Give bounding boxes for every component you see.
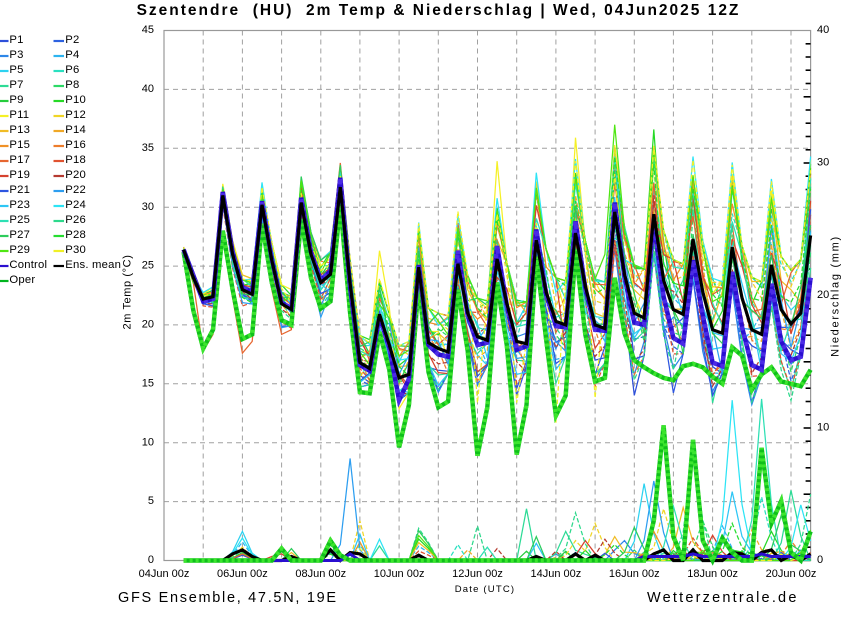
svg-text:45: 45 xyxy=(142,24,154,36)
svg-text:P28: P28 xyxy=(65,229,86,241)
svg-text:P12: P12 xyxy=(65,109,86,121)
svg-text:GFS Ensemble, 47.5N, 19E: GFS Ensemble, 47.5N, 19E xyxy=(118,590,338,606)
svg-text:P20: P20 xyxy=(65,169,86,181)
svg-text:P11: P11 xyxy=(9,109,29,121)
svg-text:35: 35 xyxy=(142,142,154,154)
svg-text:06Jun 00z: 06Jun 00z xyxy=(217,568,268,580)
svg-text:Oper: Oper xyxy=(9,274,35,286)
svg-text:16Jun 00z: 16Jun 00z xyxy=(609,568,660,580)
svg-text:18Jun 00z: 18Jun 00z xyxy=(687,568,738,580)
svg-text:P15: P15 xyxy=(9,139,30,151)
svg-text:P22: P22 xyxy=(65,184,86,196)
svg-text:20: 20 xyxy=(817,289,829,301)
svg-text:40: 40 xyxy=(817,24,829,36)
svg-text:P2: P2 xyxy=(65,34,79,46)
svg-text:P27: P27 xyxy=(9,229,30,241)
svg-text:P30: P30 xyxy=(65,244,86,256)
svg-text:P5: P5 xyxy=(9,64,23,76)
svg-text:P13: P13 xyxy=(9,124,30,136)
svg-text:P8: P8 xyxy=(65,79,79,91)
svg-text:15: 15 xyxy=(142,377,154,389)
svg-text:12Jun 00z: 12Jun 00z xyxy=(452,568,503,580)
svg-text:10Jun 00z: 10Jun 00z xyxy=(374,568,425,580)
svg-text:P29: P29 xyxy=(9,244,30,256)
svg-text:P14: P14 xyxy=(65,124,86,136)
svg-text:04Jun 00z: 04Jun 00z xyxy=(139,568,190,580)
svg-text:0: 0 xyxy=(148,554,154,566)
svg-text:0: 0 xyxy=(817,554,823,566)
svg-text:10: 10 xyxy=(142,436,154,448)
svg-text:P17: P17 xyxy=(9,154,30,166)
svg-text:25: 25 xyxy=(142,260,154,272)
svg-text:Control: Control xyxy=(9,259,47,271)
svg-text:5: 5 xyxy=(148,495,154,507)
svg-text:P23: P23 xyxy=(9,199,30,211)
svg-text:P26: P26 xyxy=(65,214,86,226)
svg-text:08Jun 00z: 08Jun 00z xyxy=(295,568,346,580)
svg-text:Date (UTC): Date (UTC) xyxy=(455,584,516,595)
svg-text:20Jun 00z: 20Jun 00z xyxy=(766,568,817,580)
svg-text:30: 30 xyxy=(817,157,829,169)
svg-text:P19: P19 xyxy=(9,169,30,181)
svg-text:P10: P10 xyxy=(65,94,86,106)
svg-text:20: 20 xyxy=(142,319,154,331)
svg-text:P1: P1 xyxy=(9,34,23,46)
svg-text:P9: P9 xyxy=(9,94,23,106)
svg-text:10: 10 xyxy=(817,422,829,434)
svg-text:P7: P7 xyxy=(9,79,23,91)
svg-text:P6: P6 xyxy=(65,64,79,76)
svg-text:P18: P18 xyxy=(65,154,86,166)
svg-text:P21: P21 xyxy=(9,184,30,196)
svg-text:Szentendre (HU) 2m Temp & Ni: Szentendre (HU) 2m Temp & Niederschlag |… xyxy=(137,2,741,19)
svg-text:Ens. mean: Ens. mean xyxy=(65,259,121,271)
svg-text:P24: P24 xyxy=(65,199,86,211)
svg-text:P4: P4 xyxy=(65,49,79,61)
svg-text:30: 30 xyxy=(142,201,154,213)
svg-text:Niederschlag (mm): Niederschlag (mm) xyxy=(830,235,842,357)
svg-text:P25: P25 xyxy=(9,214,30,226)
svg-text:Wetterzentrale.de: Wetterzentrale.de xyxy=(647,590,799,606)
svg-text:P16: P16 xyxy=(65,139,86,151)
svg-text:14Jun 00z: 14Jun 00z xyxy=(531,568,582,580)
svg-text:2m Temp (°C): 2m Temp (°C) xyxy=(122,255,134,330)
svg-text:40: 40 xyxy=(142,83,154,95)
svg-text:P3: P3 xyxy=(9,49,23,61)
